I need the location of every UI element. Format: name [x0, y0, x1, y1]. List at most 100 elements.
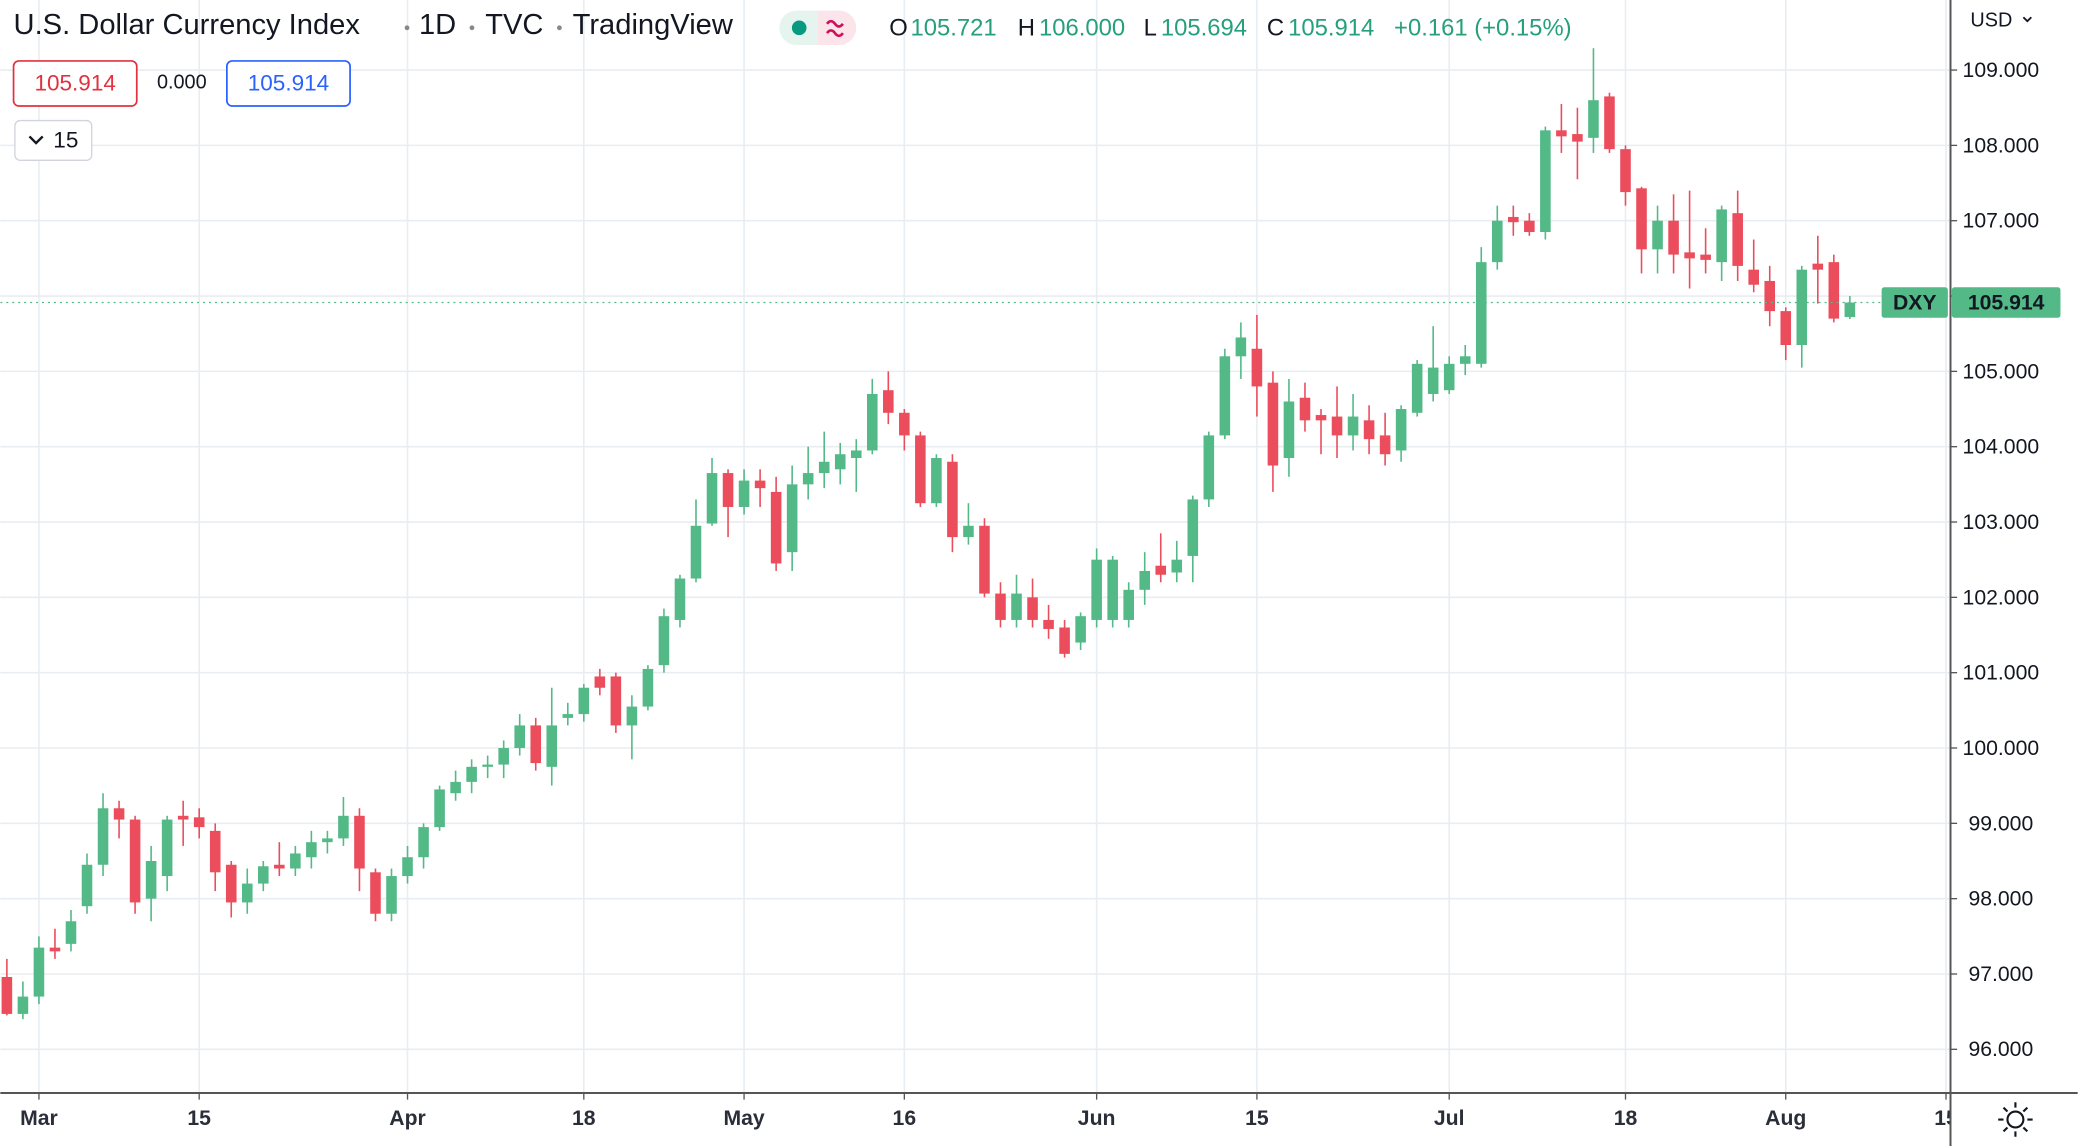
candle-body	[1540, 130, 1551, 233]
currency: USD	[1970, 9, 2012, 31]
candle-body	[1363, 420, 1375, 440]
candle-body	[1652, 220, 1663, 250]
spread: 0.000	[157, 72, 207, 94]
candle-body	[963, 525, 974, 538]
candle-body	[145, 860, 157, 899]
candle-body	[1796, 269, 1808, 346]
sun-rays	[1998, 1102, 2033, 1137]
candle-body	[274, 864, 285, 869]
candle-body	[1636, 188, 1647, 250]
candle-body	[594, 676, 606, 688]
separator	[557, 25, 562, 31]
status-pill[interactable]	[779, 10, 857, 46]
candle-body	[722, 473, 734, 507]
candle-body	[834, 454, 846, 470]
x-tick-label: Aug	[1765, 1107, 1806, 1130]
candle-body	[1459, 356, 1471, 364]
sell-button[interactable]	[12, 60, 138, 107]
x-tick-label: May	[723, 1107, 764, 1130]
x-tick-label: 15	[1245, 1107, 1269, 1130]
exchange: TVC	[485, 9, 543, 41]
candle-body	[1443, 363, 1455, 391]
symbol-title: U.S. Dollar Currency Index	[14, 9, 361, 41]
candle-body	[514, 725, 525, 749]
candle-body	[1155, 565, 1167, 575]
open-value: 105.721	[910, 14, 996, 41]
x-tick-label: Mar	[20, 1107, 58, 1130]
candle-body	[1732, 213, 1743, 266]
candle-body	[610, 676, 622, 726]
candle-body	[1812, 263, 1824, 270]
interval: 1D	[419, 9, 456, 41]
quantity-dropdown[interactable]	[14, 119, 93, 161]
y-tick-label: 96.000	[1968, 1038, 2033, 1061]
candle-body	[1299, 397, 1311, 421]
candle-body	[1684, 252, 1695, 259]
candle-body	[1059, 627, 1070, 654]
sun-core	[2006, 1110, 2025, 1129]
candle-body	[1572, 134, 1583, 142]
candle-body	[49, 947, 61, 952]
candles	[0, 48, 1951, 1020]
candle-body	[402, 857, 413, 877]
candle-body	[370, 872, 381, 914]
candle-body	[354, 815, 365, 869]
candle-body	[658, 616, 670, 666]
y-tick-label: 109.000	[1963, 59, 2040, 82]
candle-body	[1139, 570, 1151, 590]
trade-buttons: 105.914 0.000 105.914 15	[12, 60, 351, 161]
sell-price: 105.914	[34, 71, 115, 96]
candle-body	[915, 435, 926, 504]
candle-body	[899, 412, 910, 436]
candle-body	[434, 789, 445, 828]
candle-body	[642, 668, 654, 707]
candle-body	[258, 866, 269, 884]
candle-body	[1267, 382, 1279, 466]
candle-body	[1171, 559, 1183, 573]
y-tick-label: 103.000	[1963, 511, 2040, 534]
source: TradingView	[573, 9, 734, 41]
delay-icon	[825, 19, 844, 38]
high-label: H	[1018, 14, 1035, 41]
symbol-tag	[1881, 287, 1948, 318]
candle-body	[1075, 616, 1086, 643]
candle-body	[1011, 593, 1022, 620]
price-tag	[1951, 287, 2061, 318]
currency-selector[interactable]: USD	[1970, 9, 2032, 31]
x-tick-label: 18	[572, 1107, 596, 1130]
candle-body	[1315, 415, 1327, 421]
candle-body	[979, 525, 990, 594]
x-tick-label: Jun	[1078, 1107, 1116, 1130]
candle-body	[498, 748, 509, 765]
ohlc-legend: O 105.721 H 106.000 L 105.694 C 105.914 …	[889, 14, 1571, 41]
candle-body	[418, 827, 429, 858]
candle-body	[562, 714, 574, 718]
chevron	[28, 135, 44, 145]
candle-body	[386, 876, 397, 914]
quantity: 15	[53, 128, 78, 153]
candle-body	[322, 838, 333, 843]
candle-body	[129, 819, 141, 903]
candle-body	[161, 819, 173, 877]
change-value: +0.161 (+0.15%)	[1394, 14, 1572, 41]
candle-body	[193, 817, 205, 828]
candle-body	[626, 706, 638, 726]
candle-body	[770, 491, 782, 564]
candle-body	[883, 390, 894, 413]
candle-body	[1427, 367, 1439, 394]
candle-body	[65, 921, 77, 944]
candle-body	[466, 766, 477, 782]
settings-icon[interactable]	[1998, 1102, 2033, 1137]
candle-body	[1828, 262, 1840, 319]
candle-body	[17, 996, 29, 1014]
separator	[469, 25, 475, 31]
candle-body	[1780, 311, 1792, 346]
candle-body	[1395, 409, 1407, 451]
candle-body	[1748, 269, 1759, 285]
candle-body	[1235, 337, 1247, 357]
candle-body	[1123, 589, 1134, 620]
x-tick-label: 15	[1934, 1107, 1958, 1130]
open-label: O	[889, 14, 908, 41]
buy-button[interactable]	[226, 60, 351, 107]
